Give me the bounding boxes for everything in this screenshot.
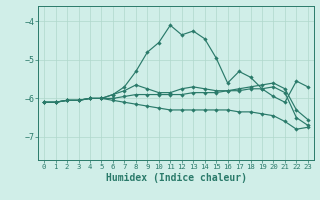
X-axis label: Humidex (Indice chaleur): Humidex (Indice chaleur) [106, 173, 246, 183]
